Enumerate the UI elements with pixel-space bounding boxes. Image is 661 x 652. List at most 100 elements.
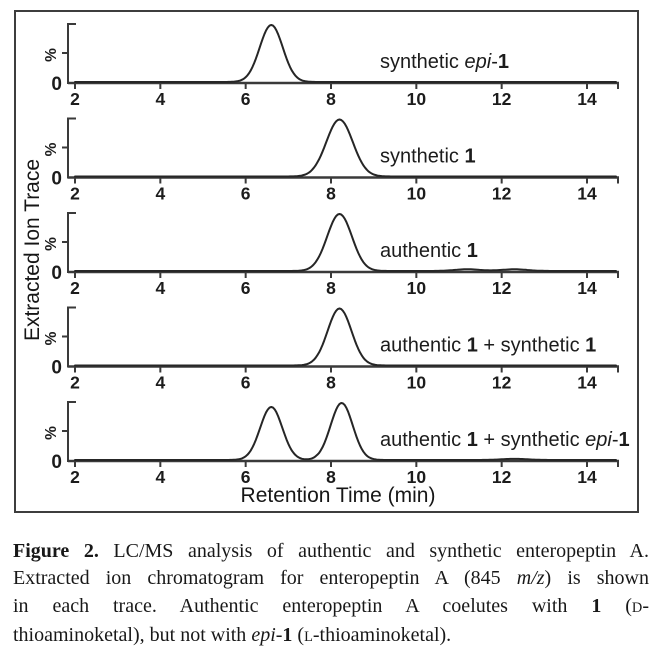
y-axis-zero-label: 0 <box>51 263 62 284</box>
y-axis-zero-label: 0 <box>51 358 62 379</box>
x-tick-label: 10 <box>407 278 427 298</box>
trace-label-segment: 1 <box>467 240 478 262</box>
trace-label-segment: + synthetic <box>478 335 585 357</box>
chromatogram-panels: 2 4 6 8 10 12 140% synthetic epi-12 4 6 8 10 12 140% s… <box>43 23 630 487</box>
x-tick-label: 8 <box>326 278 336 298</box>
caption-text-segment: LC/MS analysis of authentic and syntheti… <box>98 540 649 562</box>
trace-label-segment: - <box>491 51 498 73</box>
y-axis-percent-label: % <box>43 48 60 62</box>
trace-label-segment: synthetic <box>380 51 464 73</box>
x-tick-label: 8 <box>326 467 336 487</box>
caption-text-segment: -thioaminoketal). <box>312 624 452 647</box>
trace-label: synthetic 1 <box>380 146 476 168</box>
trace-label-segment: authentic <box>380 335 467 357</box>
x-tick-label: 8 <box>326 373 336 393</box>
caption-text-segment: - <box>275 624 283 647</box>
y-axis-zero-label: 0 <box>51 74 62 95</box>
trace-label: authentic 1 + synthetic 1 <box>380 335 596 357</box>
panel-3: 2 4 6 8 10 12 14 0% authentic 1 <box>43 212 619 298</box>
x-tick-label: 10 <box>407 184 427 204</box>
x-tick-label: 2 <box>70 373 80 393</box>
caption-text-segment: 1 <box>591 594 602 617</box>
trace-label: authentic 1 + synthetic epi-1 <box>380 429 630 451</box>
y-axis-title: Extracted Ion Trace <box>21 158 44 342</box>
panel-4: 2 4 6 8 10 12 14 0% authentic 1 + synthetic 1 <box>43 306 619 393</box>
x-tick-label: 2 <box>70 278 80 298</box>
y-axis-percent-label: % <box>43 237 60 251</box>
caption-text-segment: ( <box>601 594 632 617</box>
x-tick-label: 14 <box>577 184 597 204</box>
x-tick-label: 4 <box>155 184 165 204</box>
x-axis-title: Retention Time (min) <box>240 484 436 507</box>
trace-label-segment: 1 <box>619 429 630 451</box>
caption-text-segment: m/z <box>516 567 545 590</box>
caption-text-segment: - <box>642 594 649 617</box>
caption-text-segment: Figure 2. <box>13 540 99 562</box>
caption-text-segment: 1 <box>282 624 293 647</box>
x-tick-label: 12 <box>492 373 512 393</box>
y-axis-zero-label: 0 <box>51 452 62 473</box>
x-tick-label: 10 <box>407 373 427 393</box>
x-tick-label: 6 <box>241 184 251 204</box>
caption-text-segment: in each trace. Authentic enteropeptin A … <box>13 594 592 617</box>
trace-label-segment: epi <box>585 429 612 451</box>
x-tick-label: 12 <box>492 467 512 487</box>
trace-label-segment: 1 <box>467 335 478 357</box>
trace-label: authentic 1 <box>380 240 478 262</box>
trace-label-segment: - <box>612 429 619 451</box>
trace-label-segment: 1 <box>498 51 509 73</box>
caption-line: Figure 2. LC/MS analysis of authentic an… <box>13 538 649 565</box>
panel-5: 2 4 6 8 10 12 14 0% authentic 1 + synthetic epi-… <box>43 401 630 487</box>
trace-line <box>74 118 617 178</box>
trace-line <box>74 402 617 461</box>
x-tick-label: 2 <box>70 467 80 487</box>
x-tick-label: 10 <box>407 467 427 487</box>
trace-label-segment: authentic <box>380 240 467 262</box>
caption-text-segment: D <box>631 599 643 616</box>
x-tick-label: 6 <box>241 467 251 487</box>
trace-label-segment: epi <box>464 51 491 73</box>
x-tick-label: 4 <box>155 89 165 109</box>
x-tick-label: 8 <box>326 89 336 109</box>
caption-line: in each trace. Authentic enteropeptin A … <box>13 593 649 622</box>
figure-border <box>14 10 639 513</box>
trace-line <box>74 213 617 272</box>
trace-label-segment: + synthetic <box>478 429 585 451</box>
y-axis-zero-label: 0 <box>51 169 62 190</box>
x-tick-label: 12 <box>492 278 512 298</box>
trace-line <box>74 24 617 83</box>
x-tick-label: 10 <box>407 89 427 109</box>
x-tick-label: 2 <box>70 184 80 204</box>
trace-label-segment: 1 <box>464 146 475 168</box>
y-axis-percent-label: % <box>43 142 60 156</box>
x-tick-label: 12 <box>492 184 512 204</box>
x-tick-label: 6 <box>241 278 251 298</box>
x-tick-label: 4 <box>155 467 165 487</box>
caption-text-segment: L <box>304 629 313 646</box>
caption-text-segment: epi <box>251 624 276 647</box>
x-tick-label: 6 <box>241 373 251 393</box>
caption-text-segment: ( <box>292 624 305 647</box>
x-tick-label: 8 <box>326 184 336 204</box>
figure-caption: Figure 2. LC/MS analysis of authentic an… <box>13 538 649 652</box>
x-tick-label: 14 <box>577 89 597 109</box>
x-tick-label: 6 <box>241 89 251 109</box>
x-tick-label: 2 <box>70 89 80 109</box>
caption-text-segment: Extracted ion chromatogram for enteropep… <box>13 567 517 590</box>
y-axis-percent-label: % <box>43 331 60 345</box>
trace-label-segment: synthetic <box>380 146 464 168</box>
trace-label-segment: 1 <box>467 429 478 451</box>
y-axis-percent-label: % <box>43 426 60 440</box>
x-tick-label: 14 <box>577 373 597 393</box>
x-tick-label: 14 <box>577 278 597 298</box>
caption-text-segment: thioaminoketal), but not with <box>13 624 252 647</box>
panel-2: 2 4 6 8 10 12 14 0% synthetic 1 <box>43 117 619 204</box>
panel-1: 2 4 6 8 10 12 14 0% synthetic epi-1 <box>43 23 619 109</box>
caption-line: thioaminoketal), but not with epi-1 (L-t… <box>13 622 649 651</box>
trace-label-segment: 1 <box>585 335 596 357</box>
trace-label: synthetic epi-1 <box>380 51 509 73</box>
x-tick-label: 14 <box>577 467 597 487</box>
x-tick-label: 4 <box>155 373 165 393</box>
x-tick-label: 12 <box>492 89 512 109</box>
trace-line <box>74 307 617 367</box>
